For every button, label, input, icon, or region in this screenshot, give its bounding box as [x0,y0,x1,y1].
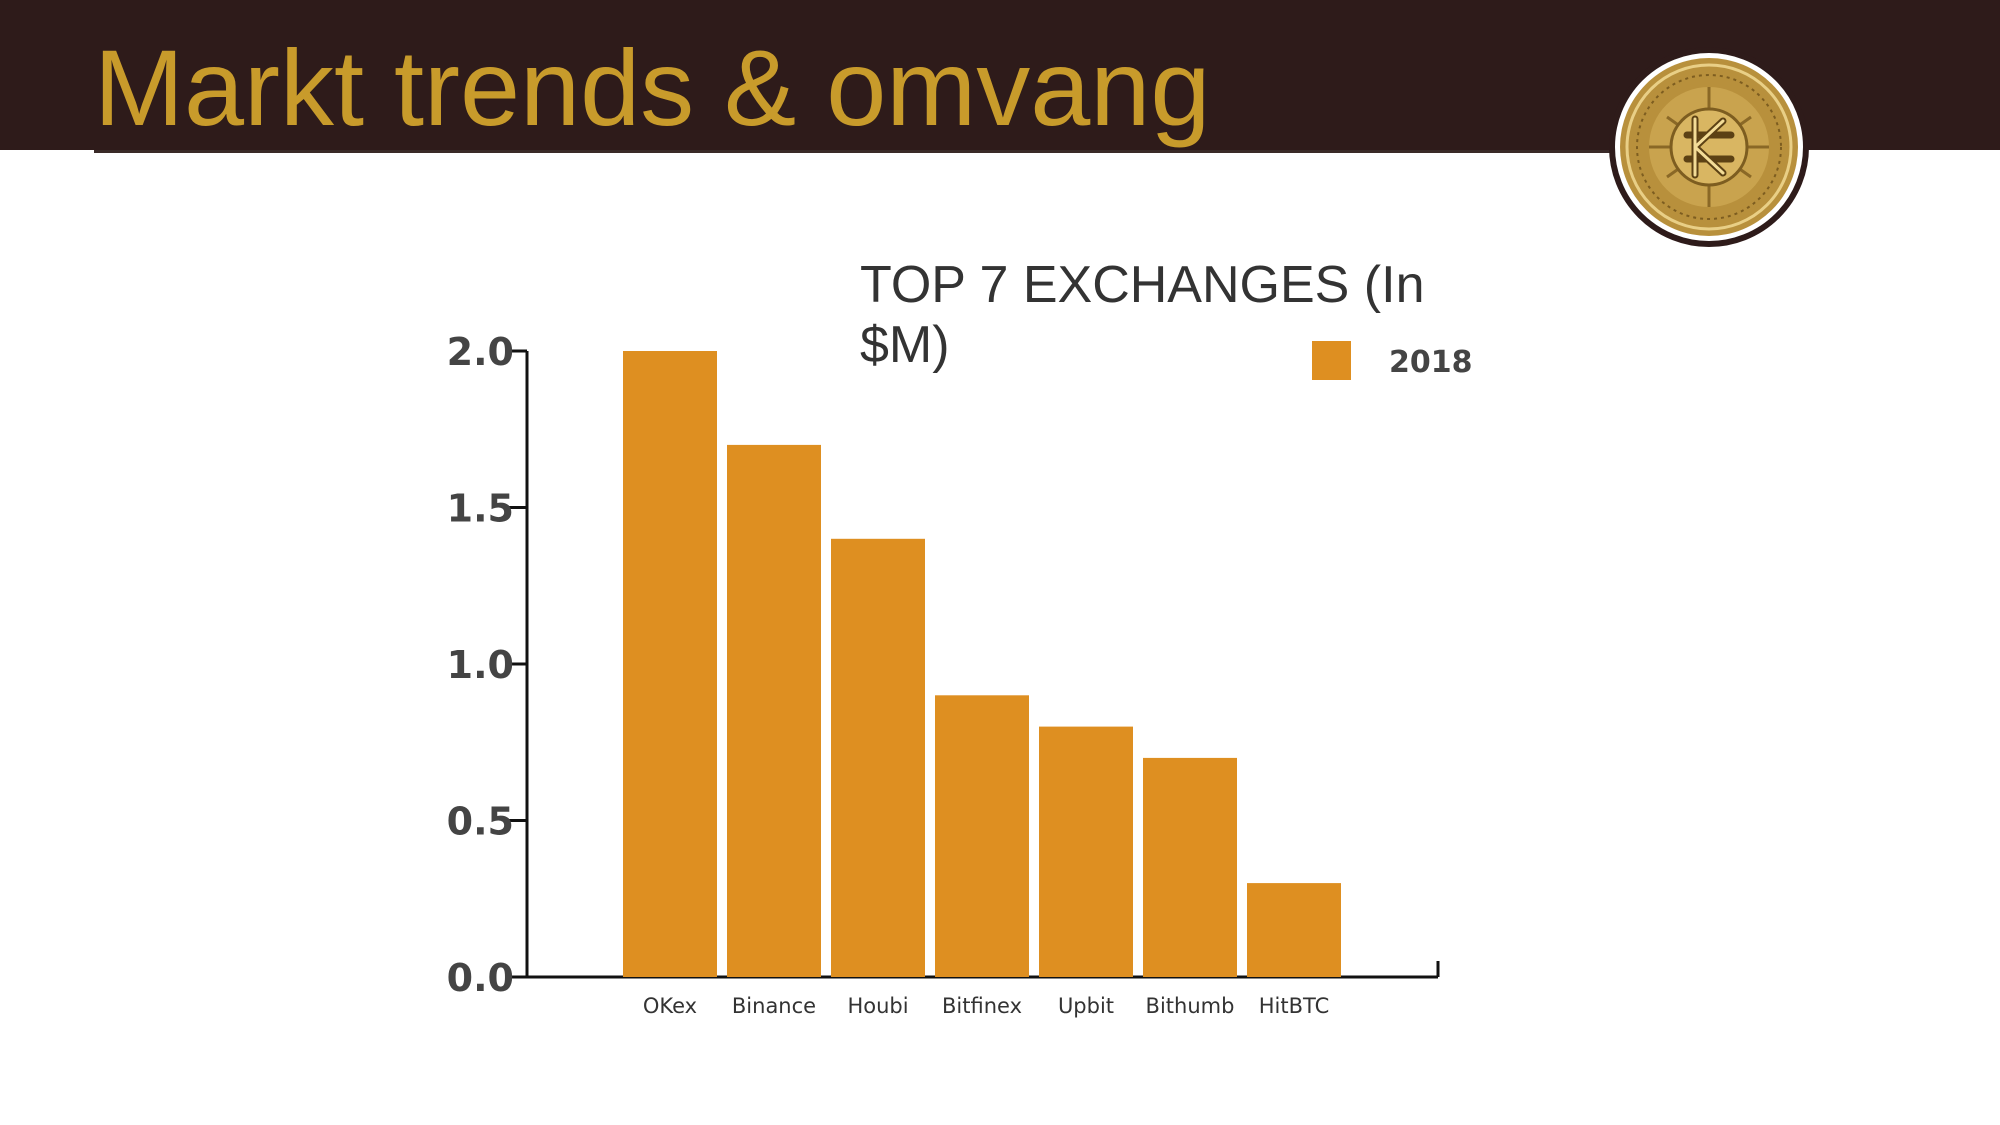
bars [623,351,1341,977]
y-tick-label: 0.0 [447,956,514,1000]
y-axis: 0.0 0.5 1.0 1.5 2.0 [447,330,529,1000]
bar-upbit [1039,726,1133,977]
gold-coin-k-icon [1609,47,1809,247]
category-label: Houbi [847,994,908,1018]
legend: 2018 [1312,341,1473,380]
bar-bithumb [1143,757,1237,977]
bar-okex [623,351,717,977]
title-underline [94,150,1614,153]
category-label: HitBTC [1259,994,1330,1018]
category-label: Bithumb [1146,994,1235,1018]
category-label: Upbit [1058,994,1114,1018]
bar-hitbtc [1247,883,1341,977]
category-labels: OKex Binance Houbi Bitfinex Upbit Bithumb HitB… [643,994,1329,1018]
category-label: OKex [643,994,697,1018]
category-label: Binance [732,994,816,1018]
legend-swatch [1312,341,1351,380]
slide-title: Markt trends & omvang [94,27,1211,148]
y-tick-label: 1.0 [447,643,514,687]
y-tick-label: 1.5 [447,487,514,531]
bar-binance [727,444,821,977]
bar-bitfinex [935,695,1029,977]
y-tick-label: 2.0 [447,330,514,374]
bar-houbi [831,538,925,977]
chart-title: TOP 7 EXCHANGES (In $M) [860,256,1425,374]
legend-label: 2018 [1389,345,1473,380]
category-label: Bitfinex [942,994,1022,1018]
y-tick-label: 0.5 [447,800,514,844]
